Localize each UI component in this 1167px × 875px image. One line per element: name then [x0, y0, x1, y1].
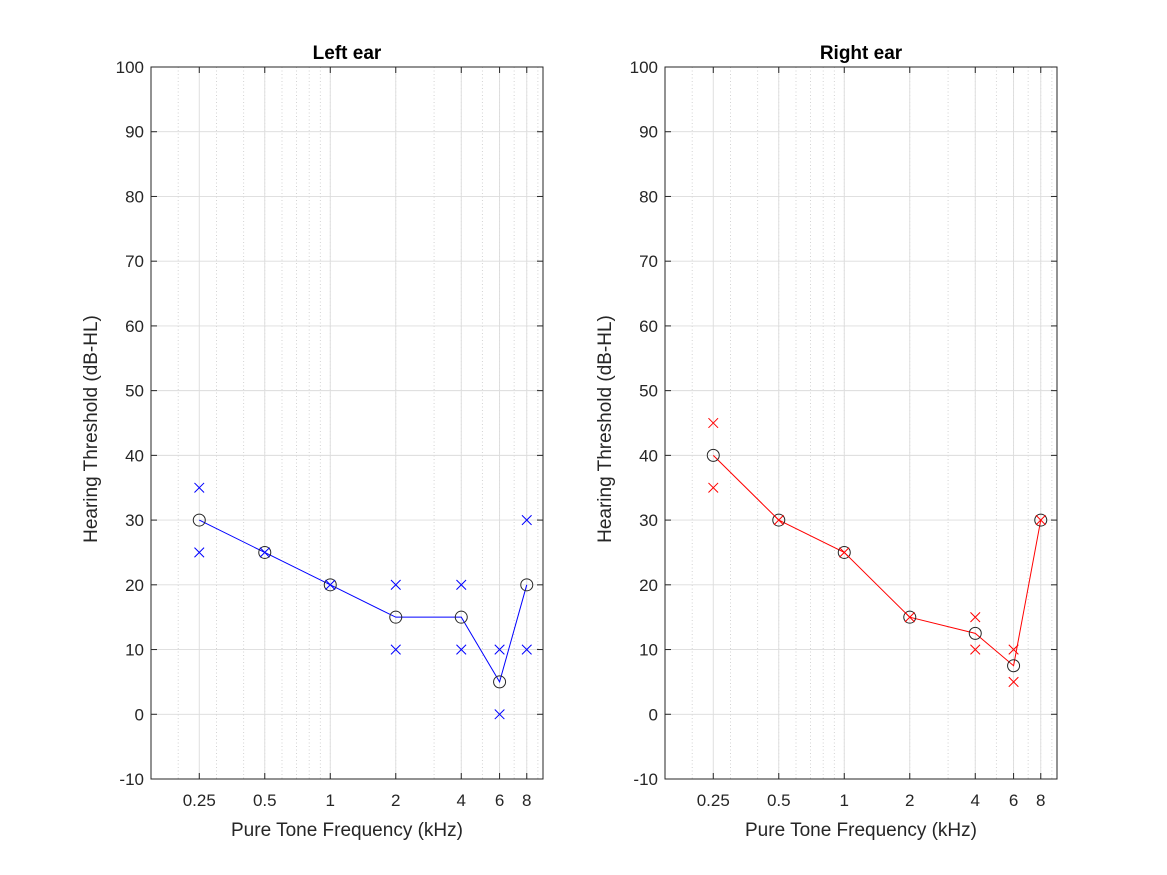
data-point-cross	[259, 547, 270, 558]
chart-panel-2: 0.25 0.5 1 2 4 6 8 -10 0 10 20 30 40 50 60 70 80 90 100 Rig…	[595, 43, 1058, 841]
data-point-cross	[325, 579, 336, 590]
axes-box	[664, 66, 1058, 780]
x-tick-label: 6	[495, 791, 504, 810]
data-point-cross	[521, 514, 532, 526]
chart-title: Right ear	[820, 43, 903, 64]
data-point-circle	[389, 610, 403, 624]
y-tick-label: -10	[633, 770, 658, 789]
data-point-cross	[970, 612, 981, 623]
data-point-cross	[1035, 514, 1046, 526]
y-tick-label: 100	[116, 58, 144, 77]
data-point-circle	[968, 626, 982, 640]
data-point-cross	[904, 612, 915, 623]
x-axis-label: Pure Tone Frequency (kHz)	[231, 820, 463, 841]
data-point-circle	[454, 610, 468, 624]
grid	[665, 66, 1057, 780]
x-tick-label: 8	[522, 791, 531, 810]
plot-area	[151, 67, 543, 779]
data-point-circle	[1007, 659, 1021, 673]
data-point-cross	[970, 644, 981, 655]
y-axis-label: Hearing Threshold (dB-HL)	[81, 315, 102, 543]
y-tick-label: 90	[125, 123, 144, 142]
data-point-cross	[390, 644, 401, 655]
series-2-cross	[194, 482, 532, 720]
data-point-cross	[494, 709, 505, 720]
data-point-circle	[903, 610, 917, 624]
y-tick-label: 100	[630, 58, 658, 77]
y-tick-label: 30	[639, 511, 658, 530]
y-tick-label: 50	[125, 382, 144, 401]
y-tick-label: 80	[639, 187, 658, 206]
axes-box	[150, 66, 544, 780]
y-tick-label: 40	[125, 446, 144, 465]
x-tick-label: 8	[1036, 791, 1045, 810]
x-tick-label: 0.25	[697, 791, 730, 810]
x-tick-label: 4	[457, 791, 466, 810]
y-tick-label: 40	[639, 446, 658, 465]
x-tick-label: 4	[971, 791, 980, 810]
plot-area	[665, 67, 1057, 779]
y-tick-label: 80	[125, 187, 144, 206]
chart-title: Left ear	[313, 43, 382, 64]
data-point-cross	[390, 579, 401, 590]
data-point-cross	[456, 579, 467, 590]
data-point-cross	[456, 644, 467, 655]
data-point-circle	[772, 513, 786, 527]
data-point-cross	[1008, 676, 1019, 688]
x-tick-label: 1	[840, 791, 849, 810]
data-point-circle	[323, 578, 337, 592]
data-point-cross	[1008, 644, 1019, 655]
data-point-circle	[1034, 513, 1048, 527]
y-axis-label: Hearing Threshold (dB-HL)	[595, 315, 616, 543]
y-tick-label: 90	[639, 123, 658, 142]
data-point-cross	[494, 644, 505, 655]
data-point-cross	[194, 547, 205, 558]
data-point-circle	[493, 675, 507, 689]
y-tick-label: 10	[125, 641, 144, 660]
y-tick-label: 50	[639, 382, 658, 401]
y-tick-label: 20	[639, 576, 658, 595]
x-axis-label: Pure Tone Frequency (kHz)	[745, 820, 977, 841]
x-tick-label: 6	[1009, 791, 1018, 810]
grid	[151, 66, 543, 780]
y-tick-label: 20	[125, 576, 144, 595]
y-tick-label: 60	[639, 317, 658, 336]
y-tick-label: 10	[639, 641, 658, 660]
data-point-cross	[708, 482, 719, 493]
y-tick-label: 0	[135, 705, 144, 724]
data-point-circle	[706, 448, 720, 462]
y-tick-label: 60	[125, 317, 144, 336]
chart-panel-1: 0.25 0.5 1 2 4 6 8 -10 0 10 20 30 40 50 60 70 80 90 100 Lef…	[81, 43, 544, 841]
series-2-cross	[708, 417, 1046, 688]
x-tick-label: 0.25	[183, 791, 216, 810]
data-point-circle	[520, 578, 534, 592]
x-tick-label: 2	[905, 791, 914, 810]
x-tick-label: 0.5	[767, 791, 791, 810]
y-tick-label: 70	[639, 252, 658, 271]
data-point-circle	[837, 545, 851, 559]
x-tick-label: 1	[326, 791, 335, 810]
data-point-cross	[708, 417, 719, 429]
y-tick-label: 30	[125, 511, 144, 530]
data-point-cross	[521, 644, 532, 655]
x-tick-label: 2	[391, 791, 400, 810]
data-point-cross	[194, 482, 205, 493]
y-tick-label: 70	[125, 252, 144, 271]
data-point-circle	[258, 545, 272, 559]
x-tick-label: 0.5	[253, 791, 277, 810]
y-tick-label: -10	[119, 770, 144, 789]
data-point-circle	[192, 513, 206, 527]
y-tick-label: 0	[649, 705, 658, 724]
data-point-cross	[839, 547, 850, 558]
data-point-cross	[773, 514, 784, 526]
